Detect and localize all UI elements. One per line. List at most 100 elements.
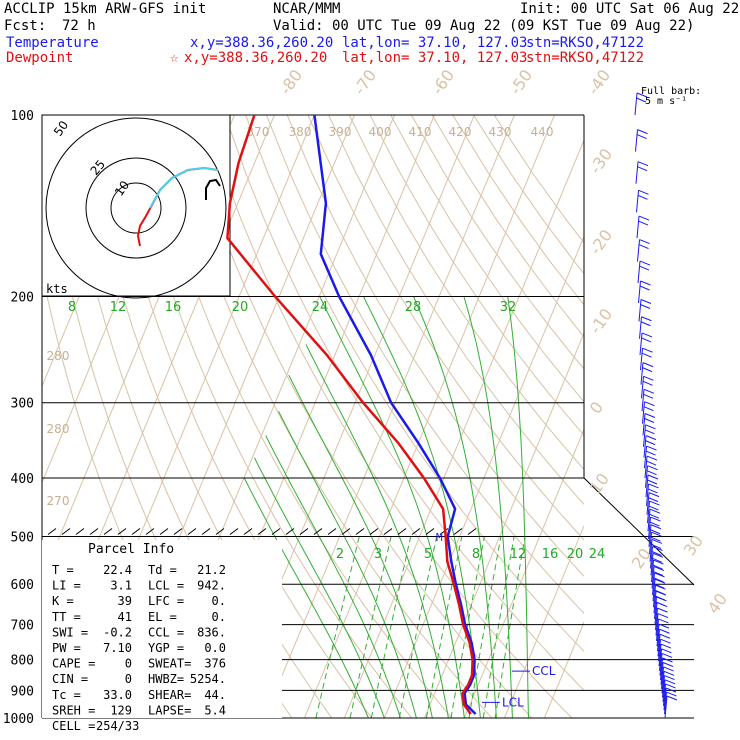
wind-barb-flag — [656, 596, 667, 602]
moist-adiabat-line — [265, 435, 401, 718]
wind-barb-flag — [638, 244, 649, 250]
wind-barb-flag — [650, 524, 662, 530]
parcel-key: Tc = — [52, 688, 81, 702]
wind-barb-flag — [651, 543, 662, 549]
wind-barb-flag — [639, 285, 650, 291]
wind-barb — [651, 566, 655, 589]
wind-barb-flag — [648, 492, 660, 498]
wind-barb — [663, 683, 666, 706]
wind-barb-flag — [640, 299, 652, 304]
parcel-key: SHEAR= — [148, 688, 191, 702]
parcel-key: HWBZ= — [148, 672, 184, 686]
mixing-ratio-label-lower: 3 — [374, 547, 382, 562]
dry-adiabat-line — [390, 115, 584, 403]
wind-barb-flag — [665, 687, 677, 693]
wind-barb-flag — [636, 92, 648, 98]
temperature-legend: Temperature — [6, 35, 99, 51]
wind-barb — [657, 634, 661, 657]
wind-barb-flag — [661, 648, 672, 654]
wind-barb-flag — [651, 531, 662, 537]
mixing-ratio-line — [468, 536, 502, 718]
parcel-title: Parcel Info — [88, 542, 174, 557]
wind-barb — [648, 517, 651, 540]
wind-barb — [658, 639, 661, 662]
fcst-label: Fcst: — [4, 18, 47, 34]
wind-barb — [662, 675, 665, 698]
level-hatch — [47, 528, 57, 535]
wind-barb — [641, 376, 644, 399]
level-hatch — [61, 528, 71, 535]
moist-adiabat-line — [253, 457, 385, 718]
isotherm-line — [583, 717, 584, 718]
wind-barb-flag — [644, 401, 655, 407]
pressure-tick-label: 300 — [11, 397, 34, 412]
wind-barb-flag — [648, 505, 659, 511]
wind-barb — [641, 389, 645, 412]
wind-barb-flag — [662, 657, 673, 663]
wind-barb-flag — [649, 508, 661, 514]
wind-barb-flag — [642, 347, 653, 353]
wind-barb — [635, 161, 639, 184]
mixing-ratio-label-upper: 20 — [232, 300, 249, 315]
wind-barb-flag — [649, 500, 660, 506]
parcel-value: 39 — [118, 594, 132, 608]
dry-adiabat-line — [141, 115, 453, 718]
dry-adiabat-line — [369, 115, 584, 437]
hodograph-units-label: kts — [46, 282, 68, 296]
level-hatch — [103, 528, 113, 535]
isotherm-label: 30 — [680, 532, 707, 560]
moist-adiabat-line — [278, 411, 417, 718]
isotherm-label: -20 — [586, 226, 617, 258]
parcel-value: -0.2 — [103, 625, 132, 639]
level-hatch — [411, 528, 421, 535]
wind-barb — [658, 643, 662, 667]
isotherm-line — [343, 138, 584, 718]
parcel-key: CELL = — [52, 719, 95, 733]
wind-barb-flag — [651, 538, 663, 544]
wind-barb-flag — [664, 675, 675, 681]
parcel-value: 5254. — [190, 672, 226, 686]
wind-barb-flag — [637, 129, 648, 135]
parcel-value: 41 — [118, 610, 132, 624]
isotherm-label: -30 — [586, 145, 617, 177]
parcel-value: 5.4 — [204, 703, 226, 717]
wind-barb-flag — [660, 643, 672, 649]
theta-label-left: 270 — [47, 494, 70, 508]
parcel-key: LI = — [52, 579, 81, 593]
wind-barb-flag — [661, 652, 673, 658]
parcel-key: LFC = — [148, 594, 184, 608]
dewpoint-station: stn=RKSO,47122 — [526, 50, 645, 66]
theta-label: 410 — [409, 125, 432, 139]
wind-barb-flag — [642, 380, 653, 386]
wind-barb-flag — [643, 406, 654, 412]
wind-barb-flag — [652, 552, 664, 558]
level-hatch — [453, 528, 463, 535]
moist-adiabat-line — [363, 296, 481, 718]
temperature-latlon: lat,lon= 37.10, 127.03 — [342, 35, 528, 51]
theta-label: 390 — [329, 125, 352, 139]
wind-barb-flag — [649, 521, 660, 527]
wind-barb-flag — [645, 450, 656, 456]
wind-barb-flag — [647, 488, 658, 494]
parcel-key: CCL = — [148, 625, 184, 639]
pressure-tick-label: 1000 — [3, 712, 34, 727]
wind-barb — [636, 190, 639, 213]
mixing-ratio-label-upper: 28 — [405, 300, 422, 315]
wind-barb-flag — [655, 590, 667, 596]
parcel-value: 33.0 — [103, 688, 132, 702]
mixing-ratio-label-upper: 24 — [312, 300, 329, 315]
barb-title: Full barb: — [641, 86, 702, 97]
wind-barb-flag — [640, 280, 651, 286]
wind-barb-flag — [637, 161, 649, 167]
dry-adiabat-line — [452, 115, 584, 306]
wind-barb-flag — [643, 375, 654, 381]
profile-dewpoint — [226, 115, 474, 715]
wind-barb — [663, 687, 667, 711]
wind-barb — [650, 546, 653, 569]
parcel-key: SWEAT= — [148, 657, 191, 671]
wind-barb-flag — [647, 465, 658, 471]
parcel-key: CAPE = — [52, 657, 95, 671]
wind-barb-flag — [653, 577, 664, 583]
wind-barb-flag — [646, 470, 657, 476]
right-axis-slant — [583, 477, 695, 586]
